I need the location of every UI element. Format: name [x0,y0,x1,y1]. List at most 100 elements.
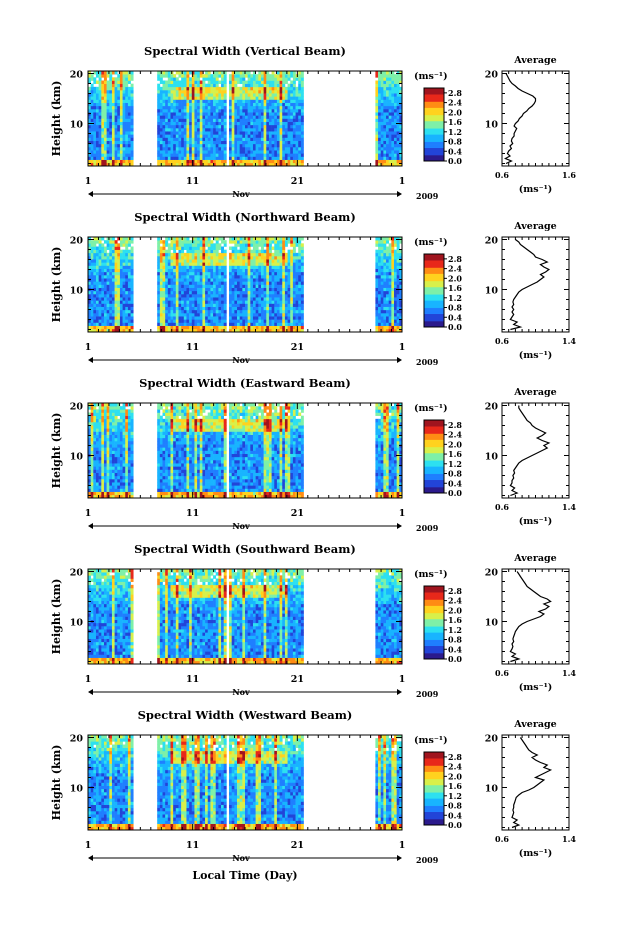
heatmap-cell [197,284,201,288]
heatmap-cell [117,328,121,333]
heatmap-cell [101,137,105,141]
heatmap-cell [383,237,387,241]
heatmap-cell [263,262,267,266]
heatmap-cell [167,118,171,122]
heatmap-cell [396,140,400,145]
heatmap-cell [263,99,267,103]
heatmap-cell [197,303,201,307]
heatmap-cell [380,319,384,323]
heatmap-cell [194,128,198,132]
heatmap-cell [378,83,382,88]
heatmap-cell [268,131,272,135]
heatmap-cell [125,147,129,151]
heatmap-cell [223,252,227,257]
heatmap-cell [197,99,201,103]
heatmap-cell [189,271,193,276]
heatmap-cell [394,290,397,295]
heatmap-cell [205,294,209,298]
colorbar-segment [424,142,444,145]
heatmap-cell [162,306,166,311]
heatmap-cell [274,131,278,135]
heatmap-cell [266,259,270,263]
heatmap-cell [197,297,201,301]
heatmap-cell [93,275,97,279]
heatmap-cell [106,150,110,154]
heatmap-cell [221,102,225,107]
heatmap-cell [279,287,283,292]
heatmap-cell [117,137,121,141]
heatmap-cell [194,124,198,129]
heatmap-cell [197,153,201,157]
heatmap-cell [279,313,283,317]
heatmap-cell [93,240,97,244]
heatmap-cell [98,109,102,113]
heatmap-cell [215,281,219,285]
heatmap-cell [375,121,379,126]
heatmap-cell [117,306,121,311]
heatmap-cell [250,237,254,241]
heatmap-cell [247,275,251,279]
heatmap-cell [189,131,193,135]
heatmap-cell [252,121,256,126]
heatmap-cell [300,83,304,88]
heatmap-cell [167,124,171,129]
heatmap-cell [282,281,286,285]
heatmap-cell [205,83,209,88]
heatmap-cell [130,150,134,154]
heatmap-cell [125,115,129,119]
heatmap-cell [186,86,190,91]
x-tick-label: 11 [186,176,199,187]
heatmap-cell [191,319,195,323]
heatmap-cell [186,137,190,141]
heatmap-cell [399,115,403,119]
heatmap-cell [101,319,105,323]
heatmap-cell [247,83,251,88]
heatmap-cell [396,325,400,330]
heatmap-cell [300,237,304,241]
heatmap-cell [114,83,118,88]
heatmap-cell [279,80,283,84]
heatmap-cell [111,284,115,288]
heatmap-cell [266,240,270,244]
heatmap-cell [375,140,379,145]
heatmap-cell [298,147,302,151]
heatmap-cell [130,262,134,266]
heatmap-cell [221,325,225,330]
heatmap-cell [258,159,262,164]
heatmap-cell [183,90,187,94]
heatmap-cell [130,83,134,88]
heatmap-cell [103,284,107,288]
heatmap-cell [252,137,256,141]
heatmap-cell [282,252,286,257]
heatmap-cell [111,259,115,263]
heatmap-cell [234,243,238,247]
heatmap-cell [231,306,235,311]
heatmap-cell [162,112,166,116]
heatmap-cell [199,252,203,257]
heatmap-cell [258,118,262,122]
heatmap-cell [388,124,392,129]
heatmap-cell [274,237,278,241]
heatmap-cell [375,325,379,330]
heatmap-cell [287,74,291,78]
heatmap-cell [119,284,123,288]
heatmap-cell [394,294,397,298]
heatmap-cell [103,159,107,164]
heatmap-cell [271,325,275,330]
heatmap-cell [260,313,264,317]
heatmap-cell [191,150,195,154]
heatmap-cell [157,71,161,75]
heatmap-cell [260,328,264,333]
heatmap-cell [290,322,294,326]
heatmap-cell [258,316,262,320]
heatmap-cell [252,109,256,113]
heatmap-cell [114,140,118,145]
heatmap-cell [186,156,190,160]
heatmap-cell [260,240,264,244]
heatmap-cell [247,147,251,151]
heatmap-cell [274,294,278,298]
heatmap-cell [380,259,384,263]
heatmap-cell [186,325,190,330]
heatmap-cell [178,156,182,160]
heatmap-cell [199,118,203,122]
